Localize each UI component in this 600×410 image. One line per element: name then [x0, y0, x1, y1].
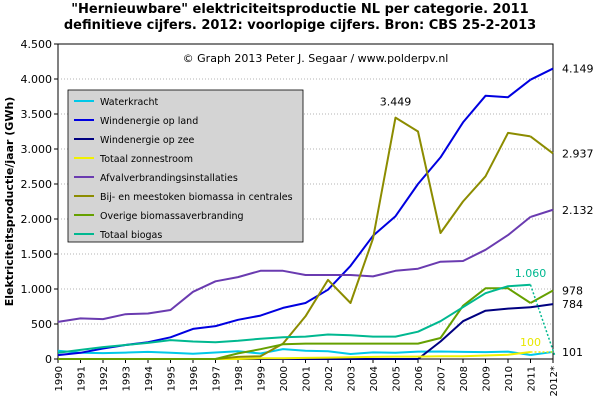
annotation-label: 784: [562, 298, 583, 311]
x-tick-label: 2006: [414, 366, 425, 391]
x-tick-label: 1992: [99, 366, 110, 391]
x-tick-label: 2012*: [549, 366, 560, 396]
y-tick-label: 0: [45, 353, 52, 366]
series-line-totaal-biogas: [57, 283, 531, 354]
legend-entry: Windenergie op zee: [100, 135, 195, 146]
chart-title-line-1: "Hernieuwbare" elektriciteitsproductie N…: [71, 2, 529, 17]
legend-entry: Afvalverbrandingsinstallaties: [100, 173, 238, 184]
x-tick-label: 2000: [279, 366, 290, 391]
x-tick-label: 2004: [369, 366, 380, 391]
x-tick-label: 2009: [482, 366, 493, 391]
annotation-label: 100: [520, 336, 541, 349]
series-line-2012-waterkracht: [530, 350, 554, 357]
y-axis-label: Elektriciteitsproductie/jaar (GWh): [3, 97, 16, 307]
series-line-afvalverbrandingsinstallaties: [57, 216, 532, 323]
series-line-overige-biomassaverbranding: [58, 287, 532, 360]
x-tick-label: 1997: [212, 366, 223, 391]
x-tick-label: 1996: [189, 366, 200, 391]
y-tick-label: 4.000: [21, 73, 53, 86]
x-tick-label: 2010: [504, 366, 515, 391]
x-tick-label: 2007: [437, 366, 448, 391]
y-tick-label: 1.500: [21, 248, 53, 261]
annotation-label: 1.060: [515, 267, 547, 280]
y-tick-label: 1.000: [21, 283, 53, 296]
annotation-label: 2.937: [562, 147, 594, 160]
x-tick-label: 2005: [392, 366, 403, 391]
legend-entry: Overige biomassaverbranding: [100, 211, 244, 222]
series-line-2012-windenergie-op-land: [530, 67, 554, 81]
x-tick-label: 2001: [302, 366, 313, 391]
y-tick-label: 500: [31, 318, 52, 331]
annotation-label: 101: [562, 346, 583, 359]
x-tick-label: 2011: [527, 366, 538, 391]
chart-title-line-2: definitieve cijfers. 2012: voorlopige ci…: [63, 18, 537, 33]
y-tick-label: 4.500: [21, 38, 53, 51]
legend-entry: Windenergie op land: [100, 116, 198, 127]
annotation-label: 2.132: [562, 204, 594, 217]
legend-entry: Totaal zonnestroom: [99, 154, 193, 165]
x-tick-label: 2002: [324, 366, 335, 391]
legend-entry: Totaal biogas: [99, 230, 162, 241]
legend-box: [67, 89, 304, 243]
legend-entry: Waterkracht: [100, 97, 159, 108]
annotation-label: 978: [562, 285, 583, 298]
y-tick-label: 2.500: [21, 178, 53, 191]
x-tick-label: 2003: [347, 366, 358, 391]
x-tick-label: 1990: [54, 366, 65, 391]
x-tick-label: 1995: [167, 366, 178, 391]
x-tick-label: 1993: [122, 366, 133, 391]
x-tick-label: 1998: [234, 366, 245, 391]
y-tick-label: 3.000: [21, 143, 53, 156]
annotation-label: 3.449: [380, 96, 412, 109]
x-tick-label: 1999: [257, 366, 268, 391]
chart-title: "Hernieuwbare" elektriciteitsproductie N…: [0, 2, 600, 34]
series-line-2012-bij-en-meestoken-biomassa-in-centrales: [529, 135, 554, 155]
annotation-label: 4.149: [562, 63, 594, 76]
series-line-2012-windenergie-op-zee: [530, 303, 554, 309]
copyright-note: © Graph 2013 Peter J. Segaar / www.polde…: [183, 52, 449, 65]
x-tick-label: 1991: [77, 366, 88, 391]
y-tick-label: 2.000: [21, 213, 53, 226]
series-line-waterkracht: [57, 348, 531, 356]
x-tick-label: 2008: [459, 366, 470, 391]
x-tick-label: 1994: [144, 366, 155, 391]
legend-entry: Bij- en meestoken biomassa in centrales: [100, 192, 293, 203]
series-line-2012-overige-biomassaverbranding: [530, 289, 554, 304]
series-dotted-biogas: [529, 284, 556, 357]
y-tick-label: 3.500: [21, 108, 53, 121]
series-line-2012-afvalverbrandingsinstallaties: [530, 208, 554, 218]
